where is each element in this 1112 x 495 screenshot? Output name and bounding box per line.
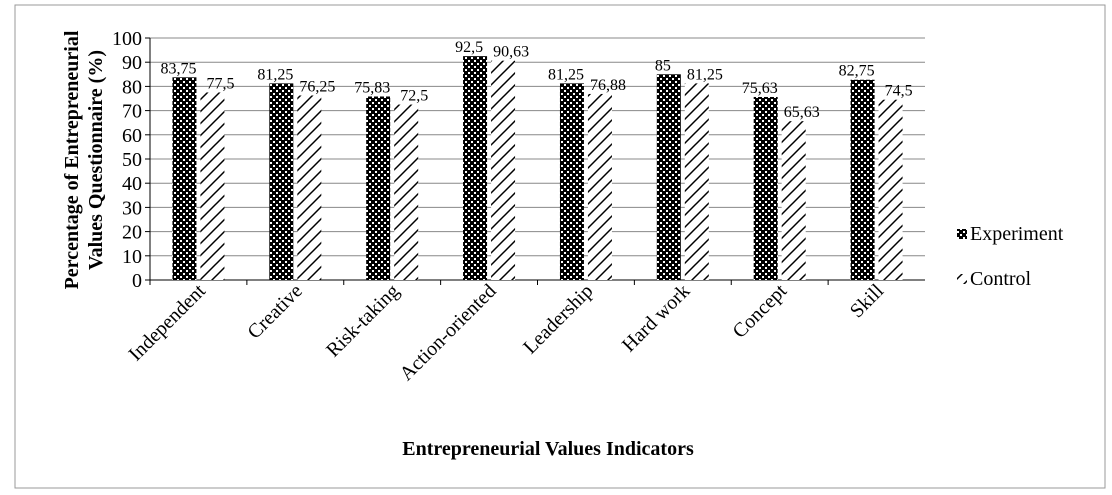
bar bbox=[656, 74, 681, 280]
bar bbox=[491, 60, 516, 280]
y-tick-label: 100 bbox=[112, 28, 142, 50]
bar bbox=[463, 56, 488, 281]
bar bbox=[684, 83, 709, 280]
bar bbox=[297, 95, 322, 280]
value-label: 77,5 bbox=[206, 75, 234, 92]
value-label: 75,83 bbox=[354, 79, 390, 96]
y-tick-label: 10 bbox=[122, 246, 142, 268]
bar bbox=[753, 96, 778, 280]
value-label: 92,5 bbox=[455, 39, 483, 56]
value-label: 81,25 bbox=[257, 66, 293, 83]
value-label: 75,63 bbox=[742, 80, 778, 97]
bar bbox=[269, 83, 294, 280]
y-tick-label: 60 bbox=[122, 125, 142, 147]
value-label: 76,88 bbox=[590, 77, 626, 94]
bar bbox=[200, 92, 225, 280]
y-tick-label: 40 bbox=[122, 173, 142, 195]
value-label: 81,25 bbox=[687, 66, 723, 83]
value-label: 83,75 bbox=[160, 60, 196, 77]
bar bbox=[559, 83, 584, 280]
value-label: 85 bbox=[655, 57, 671, 74]
bar bbox=[878, 99, 903, 281]
y-tick-label: 80 bbox=[122, 76, 142, 98]
value-label: 81,25 bbox=[548, 66, 584, 83]
bar bbox=[587, 93, 612, 280]
value-label: 82,75 bbox=[839, 63, 875, 80]
bar bbox=[366, 96, 391, 281]
bar bbox=[850, 79, 875, 281]
y-tick-label: 70 bbox=[122, 101, 142, 123]
legend-label: Experiment bbox=[970, 223, 1064, 245]
y-axis-label: Percentage of Entrepreneurial bbox=[61, 30, 83, 289]
y-tick-label: 90 bbox=[122, 52, 142, 74]
value-label: 74,5 bbox=[885, 83, 913, 100]
y-tick-label: 20 bbox=[122, 222, 142, 244]
value-label: 90,63 bbox=[493, 44, 529, 61]
y-tick-label: 50 bbox=[122, 149, 142, 171]
legend-swatch bbox=[957, 274, 967, 284]
value-label: 72,5 bbox=[400, 88, 428, 105]
x-axis-label: Entrepreneurial Values Indicators bbox=[402, 438, 694, 460]
bar bbox=[172, 77, 197, 280]
legend-label: Control bbox=[970, 268, 1032, 290]
y-tick-label: 0 bbox=[132, 270, 142, 292]
bar bbox=[781, 121, 806, 280]
bar bbox=[394, 104, 419, 280]
value-label: 65,63 bbox=[784, 104, 820, 121]
legend-swatch bbox=[957, 229, 967, 239]
value-label: 76,25 bbox=[299, 78, 335, 95]
y-axis-label: Values Questionnaire (%) bbox=[85, 50, 107, 270]
y-tick-label: 30 bbox=[122, 197, 142, 219]
